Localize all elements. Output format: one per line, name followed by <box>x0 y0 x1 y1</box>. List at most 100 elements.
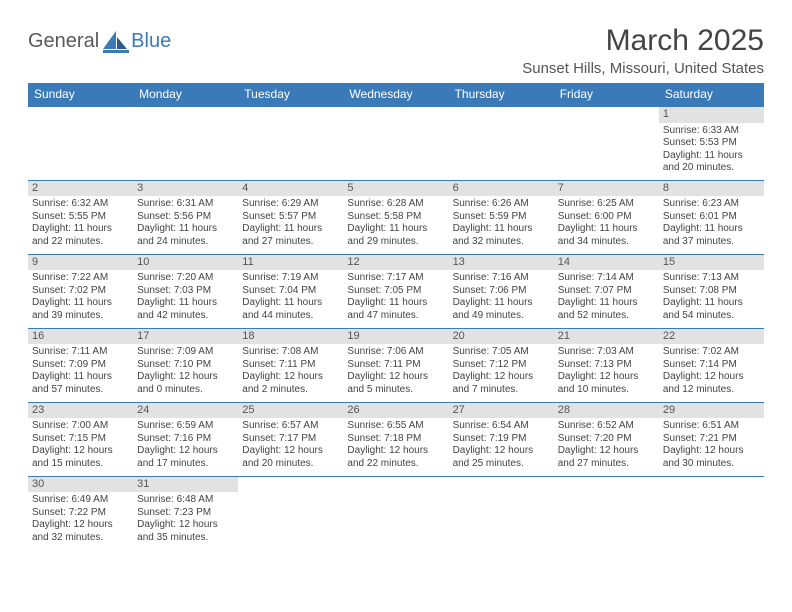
location-subtitle: Sunset Hills, Missouri, United States <box>522 60 764 77</box>
calendar-day-cell: 15Sunrise: 7:13 AMSunset: 7:08 PMDayligh… <box>659 254 764 328</box>
daylight-line: Daylight: 12 hours and 32 minutes. <box>32 519 129 544</box>
day-number: 13 <box>449 255 554 271</box>
daylight-line: Daylight: 12 hours and 22 minutes. <box>347 445 444 470</box>
calendar-day-cell <box>343 476 448 550</box>
day-info: Sunrise: 6:57 AMSunset: 7:17 PMDaylight:… <box>242 420 339 470</box>
day-info: Sunrise: 7:14 AMSunset: 7:07 PMDaylight:… <box>558 272 655 322</box>
day-info: Sunrise: 6:33 AMSunset: 5:53 PMDaylight:… <box>663 125 760 175</box>
day-number: 12 <box>343 255 448 271</box>
sunset-line: Sunset: 7:21 PM <box>663 433 760 446</box>
day-number: 5 <box>343 181 448 197</box>
sunrise-line: Sunrise: 7:20 AM <box>137 272 234 285</box>
sunset-line: Sunset: 7:14 PM <box>663 359 760 372</box>
calendar-day-cell: 30Sunrise: 6:49 AMSunset: 7:22 PMDayligh… <box>28 476 133 550</box>
day-info: Sunrise: 7:09 AMSunset: 7:10 PMDaylight:… <box>137 346 234 396</box>
daylight-line: Daylight: 12 hours and 27 minutes. <box>558 445 655 470</box>
day-number: 8 <box>659 181 764 197</box>
sunrise-line: Sunrise: 6:28 AM <box>347 198 444 211</box>
day-info: Sunrise: 6:31 AMSunset: 5:56 PMDaylight:… <box>137 198 234 248</box>
sunset-line: Sunset: 7:12 PM <box>453 359 550 372</box>
day-info: Sunrise: 6:28 AMSunset: 5:58 PMDaylight:… <box>347 198 444 248</box>
sunset-line: Sunset: 7:22 PM <box>32 507 129 520</box>
sunrise-line: Sunrise: 6:29 AM <box>242 198 339 211</box>
daylight-line: Daylight: 11 hours and 20 minutes. <box>663 150 760 175</box>
day-number: 3 <box>133 181 238 197</box>
day-info: Sunrise: 7:06 AMSunset: 7:11 PMDaylight:… <box>347 346 444 396</box>
sunset-line: Sunset: 7:15 PM <box>32 433 129 446</box>
brand-text-1: General <box>28 30 99 53</box>
daylight-line: Daylight: 11 hours and 37 minutes. <box>663 223 760 248</box>
day-number: 23 <box>28 403 133 419</box>
daylight-line: Daylight: 11 hours and 39 minutes. <box>32 297 129 322</box>
calendar-week-row: 1Sunrise: 6:33 AMSunset: 5:53 PMDaylight… <box>28 106 764 180</box>
calendar-day-cell <box>28 106 133 180</box>
day-info: Sunrise: 7:05 AMSunset: 7:12 PMDaylight:… <box>453 346 550 396</box>
daylight-line: Daylight: 11 hours and 42 minutes. <box>137 297 234 322</box>
calendar-week-row: 30Sunrise: 6:49 AMSunset: 7:22 PMDayligh… <box>28 476 764 550</box>
day-number: 15 <box>659 255 764 271</box>
sunrise-line: Sunrise: 7:00 AM <box>32 420 129 433</box>
sunrise-line: Sunrise: 6:57 AM <box>242 420 339 433</box>
day-number: 9 <box>28 255 133 271</box>
day-info: Sunrise: 7:16 AMSunset: 7:06 PMDaylight:… <box>453 272 550 322</box>
day-number: 31 <box>133 477 238 493</box>
page-header: General Blue March 2025 Sunset Hills, Mi… <box>28 24 764 77</box>
sunrise-line: Sunrise: 7:14 AM <box>558 272 655 285</box>
day-info: Sunrise: 6:25 AMSunset: 6:00 PMDaylight:… <box>558 198 655 248</box>
calendar-day-cell: 31Sunrise: 6:48 AMSunset: 7:23 PMDayligh… <box>133 476 238 550</box>
day-info: Sunrise: 7:02 AMSunset: 7:14 PMDaylight:… <box>663 346 760 396</box>
calendar-day-cell: 27Sunrise: 6:54 AMSunset: 7:19 PMDayligh… <box>449 402 554 476</box>
calendar-day-cell: 9Sunrise: 7:22 AMSunset: 7:02 PMDaylight… <box>28 254 133 328</box>
calendar-day-cell <box>238 476 343 550</box>
calendar-day-cell: 4Sunrise: 6:29 AMSunset: 5:57 PMDaylight… <box>238 180 343 254</box>
calendar-day-cell: 5Sunrise: 6:28 AMSunset: 5:58 PMDaylight… <box>343 180 448 254</box>
calendar-day-cell: 28Sunrise: 6:52 AMSunset: 7:20 PMDayligh… <box>554 402 659 476</box>
calendar-day-cell: 26Sunrise: 6:55 AMSunset: 7:18 PMDayligh… <box>343 402 448 476</box>
daylight-line: Daylight: 11 hours and 57 minutes. <box>32 371 129 396</box>
sunset-line: Sunset: 7:18 PM <box>347 433 444 446</box>
day-number: 14 <box>554 255 659 271</box>
calendar-day-cell: 29Sunrise: 6:51 AMSunset: 7:21 PMDayligh… <box>659 402 764 476</box>
day-info: Sunrise: 6:29 AMSunset: 5:57 PMDaylight:… <box>242 198 339 248</box>
sunset-line: Sunset: 5:53 PM <box>663 137 760 150</box>
calendar-day-cell: 6Sunrise: 6:26 AMSunset: 5:59 PMDaylight… <box>449 180 554 254</box>
calendar-day-cell: 1Sunrise: 6:33 AMSunset: 5:53 PMDaylight… <box>659 106 764 180</box>
daylight-line: Daylight: 11 hours and 27 minutes. <box>242 223 339 248</box>
sunrise-line: Sunrise: 7:06 AM <box>347 346 444 359</box>
sunset-line: Sunset: 7:10 PM <box>137 359 234 372</box>
day-header: Thursday <box>449 83 554 106</box>
calendar-day-cell: 12Sunrise: 7:17 AMSunset: 7:05 PMDayligh… <box>343 254 448 328</box>
day-number: 16 <box>28 329 133 345</box>
sunrise-line: Sunrise: 6:25 AM <box>558 198 655 211</box>
day-info: Sunrise: 7:13 AMSunset: 7:08 PMDaylight:… <box>663 272 760 322</box>
daylight-line: Daylight: 12 hours and 30 minutes. <box>663 445 760 470</box>
sunrise-line: Sunrise: 6:26 AM <box>453 198 550 211</box>
day-info: Sunrise: 6:52 AMSunset: 7:20 PMDaylight:… <box>558 420 655 470</box>
daylight-line: Daylight: 12 hours and 7 minutes. <box>453 371 550 396</box>
calendar-day-cell: 17Sunrise: 7:09 AMSunset: 7:10 PMDayligh… <box>133 328 238 402</box>
day-info: Sunrise: 7:00 AMSunset: 7:15 PMDaylight:… <box>32 420 129 470</box>
day-number: 7 <box>554 181 659 197</box>
sunset-line: Sunset: 7:11 PM <box>242 359 339 372</box>
sunrise-line: Sunrise: 6:31 AM <box>137 198 234 211</box>
daylight-line: Daylight: 12 hours and 17 minutes. <box>137 445 234 470</box>
daylight-line: Daylight: 11 hours and 44 minutes. <box>242 297 339 322</box>
day-info: Sunrise: 6:59 AMSunset: 7:16 PMDaylight:… <box>137 420 234 470</box>
calendar-day-cell <box>133 106 238 180</box>
calendar-day-cell: 19Sunrise: 7:06 AMSunset: 7:11 PMDayligh… <box>343 328 448 402</box>
day-info: Sunrise: 7:17 AMSunset: 7:05 PMDaylight:… <box>347 272 444 322</box>
day-header: Wednesday <box>343 83 448 106</box>
sunset-line: Sunset: 7:05 PM <box>347 285 444 298</box>
day-info: Sunrise: 7:20 AMSunset: 7:03 PMDaylight:… <box>137 272 234 322</box>
sunrise-line: Sunrise: 7:16 AM <box>453 272 550 285</box>
sunset-line: Sunset: 7:20 PM <box>558 433 655 446</box>
brand-text-2: Blue <box>131 30 171 53</box>
daylight-line: Daylight: 11 hours and 47 minutes. <box>347 297 444 322</box>
sunrise-line: Sunrise: 6:54 AM <box>453 420 550 433</box>
sunset-line: Sunset: 7:19 PM <box>453 433 550 446</box>
calendar-day-cell: 14Sunrise: 7:14 AMSunset: 7:07 PMDayligh… <box>554 254 659 328</box>
day-info: Sunrise: 7:08 AMSunset: 7:11 PMDaylight:… <box>242 346 339 396</box>
calendar-header-row: SundayMondayTuesdayWednesdayThursdayFrid… <box>28 83 764 106</box>
calendar-day-cell: 20Sunrise: 7:05 AMSunset: 7:12 PMDayligh… <box>449 328 554 402</box>
day-info: Sunrise: 6:26 AMSunset: 5:59 PMDaylight:… <box>453 198 550 248</box>
